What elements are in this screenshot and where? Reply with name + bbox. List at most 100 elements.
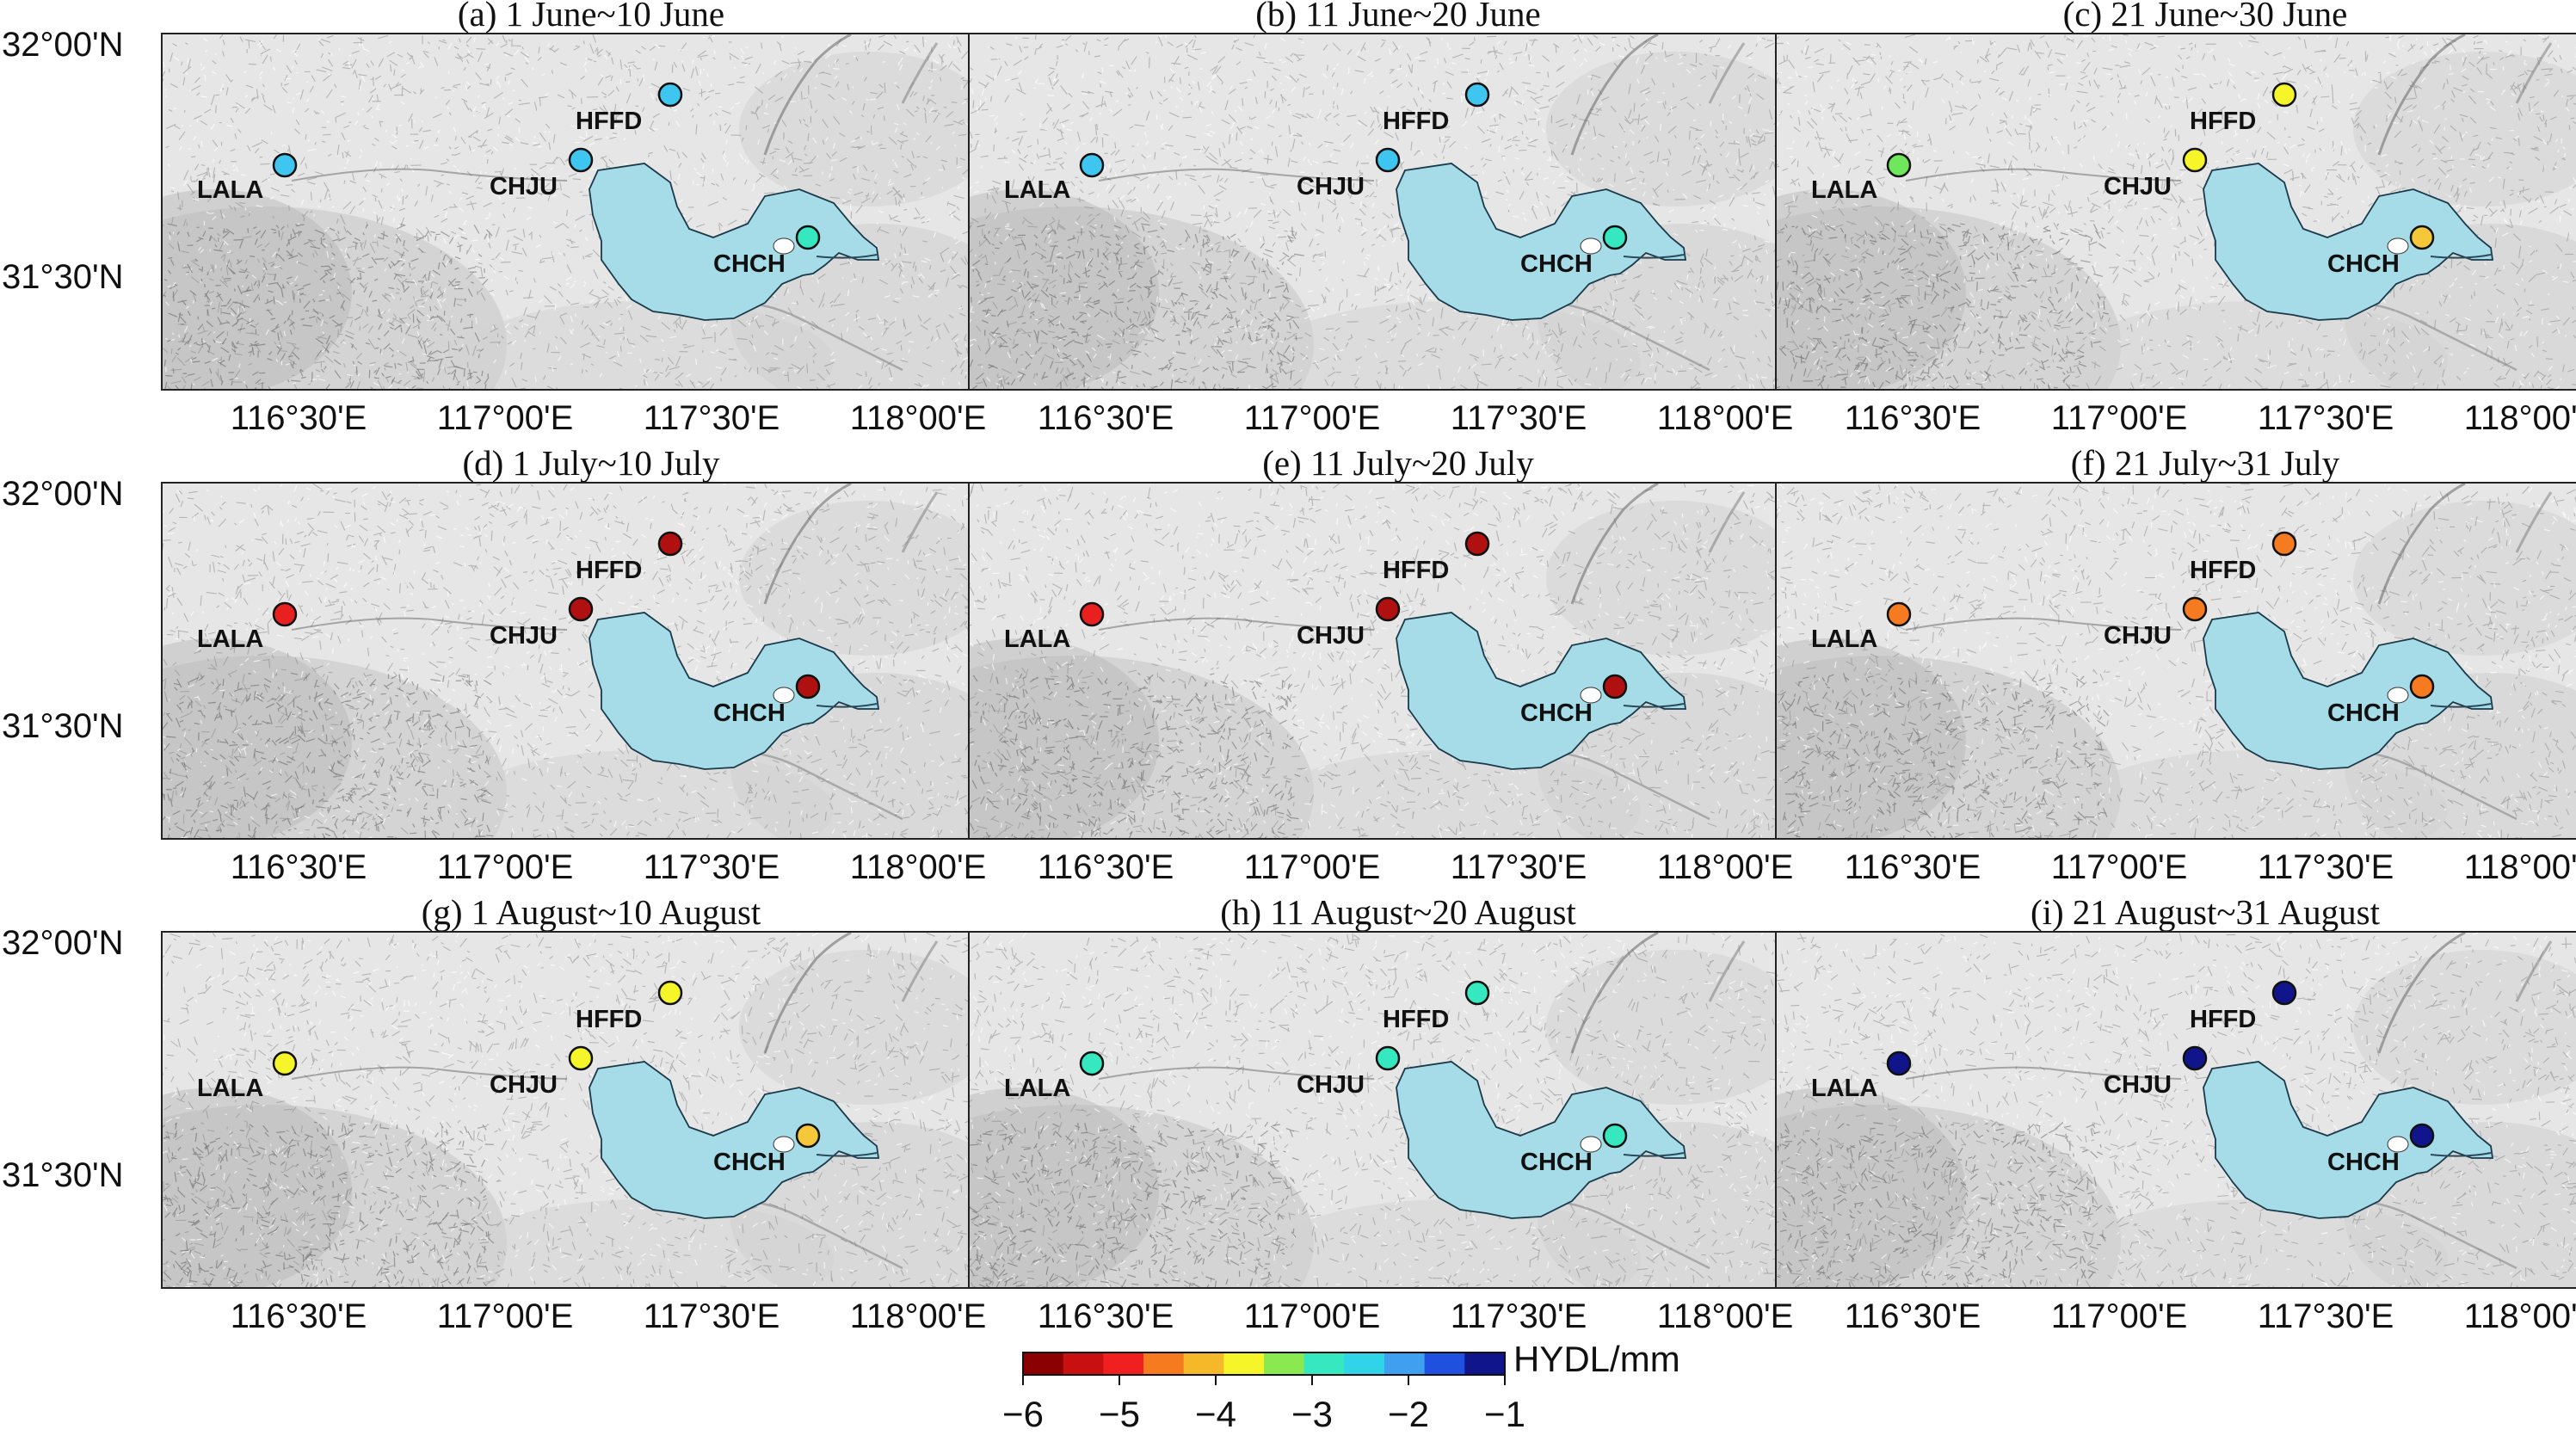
terrain-map: HFFD LALA CHJU CHCH	[970, 933, 1827, 1287]
map-frame: HFFD LALA CHJU CHCH	[161, 931, 1021, 1289]
x-tick-label: 117°30'E	[1450, 848, 1587, 886]
station-label-chch: CHCH	[2327, 699, 2400, 727]
station-marker-hffd	[657, 531, 683, 557]
colorbar-tick-label: −5	[1099, 1394, 1140, 1434]
x-tick-label: 117°00'E	[1243, 848, 1381, 886]
x-tick-label: 117°30'E	[643, 1297, 780, 1335]
map-frame: HFFD LALA CHJU CHCH	[968, 482, 1828, 840]
colorbar-tick-label: −3	[1291, 1394, 1333, 1434]
panel-title: (b) 11 June~20 June	[1255, 0, 1541, 34]
station-label-chch: CHCH	[713, 250, 786, 278]
x-tick-label: 117°30'E	[643, 848, 780, 886]
colorbar-segment	[1023, 1352, 1064, 1375]
colorbar-segment	[1464, 1352, 1506, 1375]
station-label-chch: CHCH	[713, 1149, 786, 1176]
terrain-map: HFFD LALA CHJU CHCH	[163, 484, 1020, 838]
station-marker-chch	[1602, 225, 1628, 250]
station-marker-chch	[2409, 225, 2435, 250]
station-marker-chju	[2182, 147, 2208, 173]
x-tick-label: 117°00'E	[436, 399, 574, 437]
y-tick-label: 31°30'N	[2, 1156, 124, 1194]
station-label-chch: CHCH	[2327, 250, 2400, 278]
station-marker-chju	[1375, 147, 1401, 173]
station-label-chju: CHJU	[2104, 1071, 2172, 1099]
station-marker-chju	[1375, 596, 1401, 622]
terrain-map: HFFD LALA CHJU CHCH	[1777, 484, 2576, 838]
map-panel: (i) 21 August~31 August HFFD LALA CHJU CHCH 1…	[1775, 892, 2576, 1363]
x-tick-label: 116°30'E	[1037, 1297, 1174, 1335]
station-label-chch: CHCH	[713, 699, 786, 727]
station-marker-hffd	[2271, 531, 2297, 557]
station-label-lala: LALA	[1004, 176, 1070, 204]
x-tick-label: 118°00'E	[849, 1297, 987, 1335]
map-frame: HFFD LALA CHJU CHCH	[161, 33, 1021, 391]
x-tick-label: 116°30'E	[1844, 399, 1981, 437]
station-label-chju: CHJU	[490, 173, 558, 200]
station-label-hffd: HFFD	[2190, 108, 2256, 135]
station-label-hffd: HFFD	[576, 557, 642, 584]
x-tick-label: 116°30'E	[1037, 848, 1174, 886]
station-marker-chju	[2182, 1045, 2208, 1071]
colorbar-segment	[1424, 1352, 1465, 1375]
panel-title: (d) 1 July~10 July	[462, 443, 720, 483]
station-marker-hffd	[1464, 980, 1490, 1006]
station-label-lala: LALA	[1004, 625, 1070, 653]
station-label-chch: CHCH	[1520, 699, 1593, 727]
station-label-chju: CHJU	[1297, 622, 1365, 650]
map-frame: HFFD LALA CHJU CHCH	[161, 482, 1021, 840]
station-label-hffd: HFFD	[2190, 557, 2256, 584]
station-marker-lala	[1886, 601, 1912, 627]
station-marker-chch	[795, 674, 821, 699]
station-label-lala: LALA	[1811, 176, 1877, 204]
x-tick-label: 116°30'E	[230, 1297, 367, 1335]
station-label-hffd: HFFD	[576, 108, 642, 135]
station-label-lala: LALA	[197, 176, 263, 204]
station-marker-lala	[1079, 1051, 1105, 1076]
x-tick-label: 117°00'E	[1243, 1297, 1381, 1335]
map-frame: HFFD LALA CHJU CHCH	[968, 33, 1828, 391]
station-marker-chju	[2182, 596, 2208, 622]
y-tick-label: 31°30'N	[2, 258, 124, 296]
x-tick-label: 117°00'E	[1243, 399, 1381, 437]
panel-title: (c) 21 June~30 June	[2062, 0, 2348, 34]
colorbar-tick-label: −6	[1002, 1394, 1044, 1434]
terrain-map: HFFD LALA CHJU CHCH	[970, 34, 1827, 389]
station-marker-lala	[272, 152, 298, 178]
station-label-chch: CHCH	[1520, 1149, 1593, 1176]
colorbar-tick-label: −1	[1484, 1394, 1525, 1434]
station-marker-hffd	[657, 82, 683, 108]
station-marker-chju	[568, 596, 594, 622]
y-tick-label: 32°00'N	[2, 26, 124, 64]
station-marker-lala	[1079, 601, 1105, 627]
station-label-hffd: HFFD	[1383, 557, 1449, 584]
colorbar-segment	[1223, 1352, 1265, 1375]
hydl-colorbar: −6 −5 −4 −3 −2 −1 HYDL/mm	[1002, 1339, 1761, 1445]
colorbar-tick-label: −4	[1195, 1394, 1236, 1434]
station-label-hffd: HFFD	[576, 1006, 642, 1033]
station-marker-chch	[1602, 674, 1628, 699]
x-tick-label: 117°30'E	[2257, 1297, 2394, 1335]
station-label-chju: CHJU	[1297, 1071, 1365, 1099]
map-panel: (g) 1 August~10 August HFFD LALA CHJU CHCH 11…	[161, 892, 1021, 1363]
map-panel: (c) 21 June~30 June HFFD LALA CHJU CHCH 116°3…	[1775, 0, 2576, 465]
station-marker-hffd	[1464, 531, 1490, 557]
colorbar-segment	[1264, 1352, 1305, 1375]
x-tick-label: 117°00'E	[2050, 848, 2188, 886]
y-tick-label: 32°00'N	[2, 475, 124, 513]
map-panel: (h) 11 August~20 August HFFD LALA CHJU CHCH 1…	[968, 892, 1828, 1363]
map-frame: HFFD LALA CHJU CHCH	[968, 931, 1828, 1289]
x-tick-label: 116°30'E	[230, 848, 367, 886]
map-frame: HFFD LALA CHJU CHCH	[1775, 33, 2576, 391]
x-tick-label: 118°00'E	[2463, 848, 2576, 886]
station-label-lala: LALA	[1811, 625, 1877, 653]
x-tick-label: 118°00'E	[2463, 399, 2576, 437]
x-tick-label: 117°30'E	[2257, 399, 2394, 437]
station-label-chch: CHCH	[1520, 250, 1593, 278]
y-tick-label: 31°30'N	[2, 707, 124, 745]
station-marker-lala	[272, 1051, 298, 1076]
station-marker-chju	[1375, 1045, 1401, 1071]
station-label-chch: CHCH	[2327, 1149, 2400, 1176]
map-panel: (e) 11 July~20 July HFFD LALA CHJU CHCH 116°3…	[968, 443, 1828, 914]
colorbar-segment	[1303, 1352, 1345, 1375]
